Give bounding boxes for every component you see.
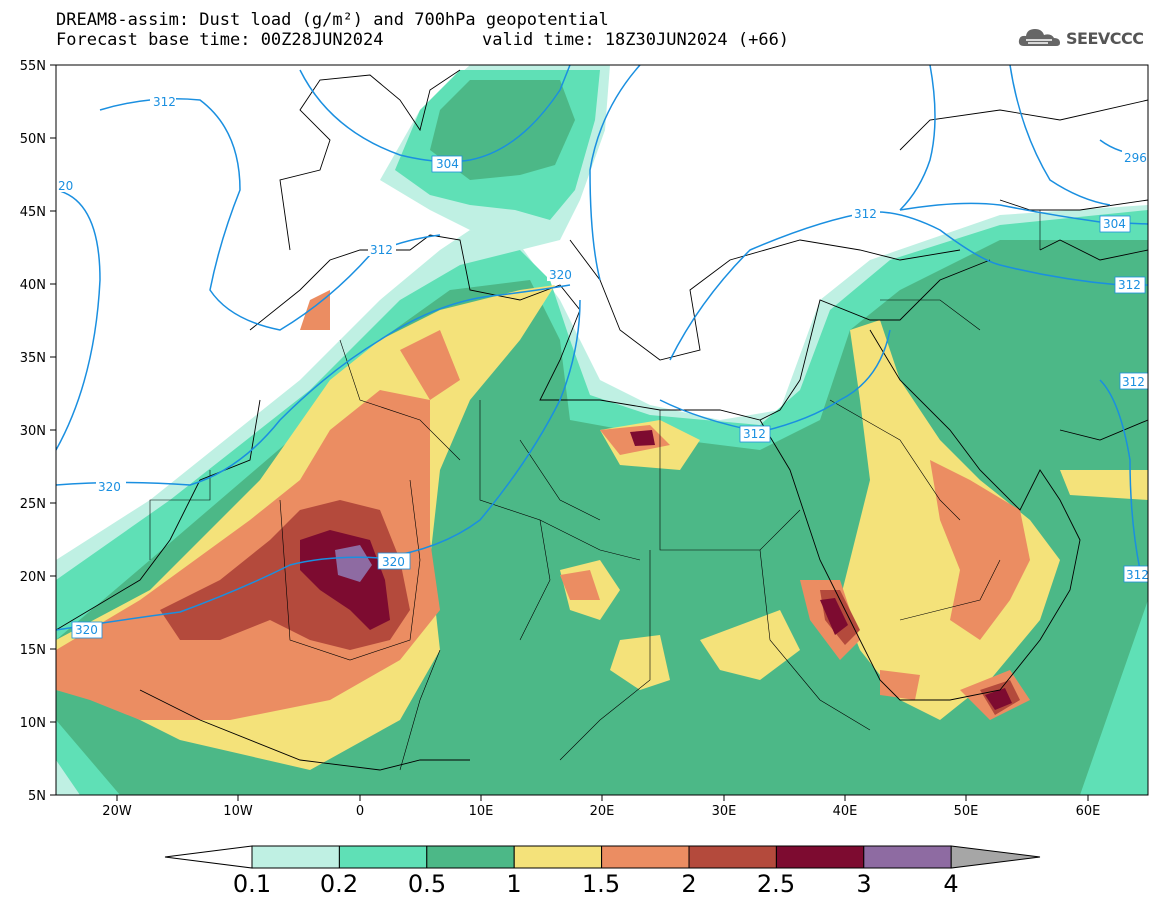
colorbar-level-label: 1: [506, 870, 522, 898]
isoline-label: 312: [1122, 375, 1145, 389]
colorbar-swatch: [688, 845, 777, 869]
isoline-label-box: [368, 242, 396, 256]
logo-text: SEEVCCC: [1066, 28, 1144, 48]
valid-time: valid time: 18Z30JUN2024 (+66): [482, 30, 790, 50]
lat-label: 45N: [20, 205, 46, 220]
isoline-labels: 312 304 312 320 20 312 304 312 296 320 3…: [56, 94, 1149, 639]
isoline-label-box: [739, 425, 771, 443]
isoline-label-box: [1114, 276, 1146, 294]
isoline-label: 312: [743, 427, 766, 441]
isoline-label-box: [71, 621, 103, 639]
lon-label: 10W: [223, 804, 253, 819]
isoline-label-box: [547, 267, 577, 281]
colorbar-level-label: 2.5: [756, 870, 796, 898]
isoline-label-box: [1123, 565, 1148, 583]
lat-label: 25N: [20, 497, 46, 512]
isoline-label: 320: [75, 623, 98, 637]
isoline-label-box: [377, 552, 411, 570]
lat-label: 5N: [28, 789, 46, 804]
isoline-label-box: [1099, 215, 1131, 233]
lon-label: 0: [356, 804, 364, 819]
lat-label: 55N: [20, 59, 46, 74]
lat-label: 50N: [20, 132, 46, 147]
isoline-label-box: [56, 178, 76, 192]
colorbar-level-label: 0.2: [319, 870, 359, 898]
isoline-label-box: [96, 479, 126, 493]
isoline-label: 312: [370, 243, 393, 257]
lon-label: 40E: [833, 804, 858, 819]
isoline-label: 320: [549, 268, 572, 282]
colorbar-swatch: [513, 845, 603, 869]
isoline-label: 296: [1124, 151, 1147, 165]
colorbar-under-triangle: [164, 845, 253, 869]
cloud-logo-icon: [1018, 29, 1060, 46]
colorbar-swatch: [601, 845, 690, 869]
latitude-axis: 55N 50N 45N 40N 35N 30N 25N 20N 15N 10N …: [20, 59, 56, 804]
colorbar-swatch: [426, 845, 515, 869]
isoline-label: 304: [1103, 217, 1126, 231]
colorbar-swatch: [251, 845, 340, 869]
isoline-label: 312: [1118, 278, 1141, 292]
geopotential-isolines: [56, 65, 1148, 631]
isoline-label: 312: [854, 207, 877, 221]
colorbar-level-label: 1.5: [581, 870, 621, 898]
colorbar-level-label: 2: [681, 870, 697, 898]
isoline-label-box: [1119, 372, 1148, 390]
colorbar: [164, 845, 1041, 869]
isoline-label-box: [852, 206, 880, 220]
colorbar-level-label: 3: [856, 870, 872, 898]
isoline-label-box: [150, 94, 176, 108]
isoline-label-box: [431, 155, 463, 173]
dust-field: 312 304 312 320 20 312 304 312 296 320 3…: [56, 65, 1149, 795]
lat-label: 35N: [20, 351, 46, 366]
lon-label: 10E: [469, 804, 494, 819]
isoline-label: 320: [98, 480, 121, 494]
country-borders: [149, 210, 1041, 771]
lon-label: 60E: [1076, 804, 1101, 819]
isoline-label-box: [1122, 150, 1148, 164]
colorbar-level-label: 0.1: [232, 870, 272, 898]
lat-label: 30N: [20, 424, 46, 439]
lon-label: 50E: [954, 804, 979, 819]
isoline-label: 312: [153, 95, 176, 109]
colorbar-over-triangle: [950, 845, 1041, 869]
colorbar-level-label: 4: [943, 870, 959, 898]
lon-label: 20E: [590, 804, 615, 819]
forecast-base-time: Forecast base time: 00Z28JUN2024: [56, 30, 384, 50]
colorbar-swatch: [775, 845, 865, 869]
lon-label: 30E: [712, 804, 737, 819]
seevccc-logo: SEEVCCC: [1018, 26, 1144, 50]
chart-title: DREAM8-assim: Dust load (g/m²) and 700hP…: [56, 10, 609, 30]
colorbar-level-label: 0.5: [407, 870, 447, 898]
isoline-label: 20: [58, 179, 73, 193]
lat-label: 20N: [20, 570, 46, 585]
lat-label: 10N: [20, 716, 46, 731]
lon-label: 20W: [102, 804, 132, 819]
isoline-label: 304: [436, 157, 459, 171]
lat-label: 40N: [20, 278, 46, 293]
longitude-axis: 20W 10W 0 10E 20E 30E 40E 50E 60E: [102, 795, 1100, 819]
isoline-label: 312: [1126, 568, 1149, 582]
isoline-label: 320: [382, 555, 405, 569]
lat-label: 15N: [20, 643, 46, 658]
colorbar-swatch: [863, 845, 952, 869]
colorbar-swatch: [338, 845, 428, 869]
